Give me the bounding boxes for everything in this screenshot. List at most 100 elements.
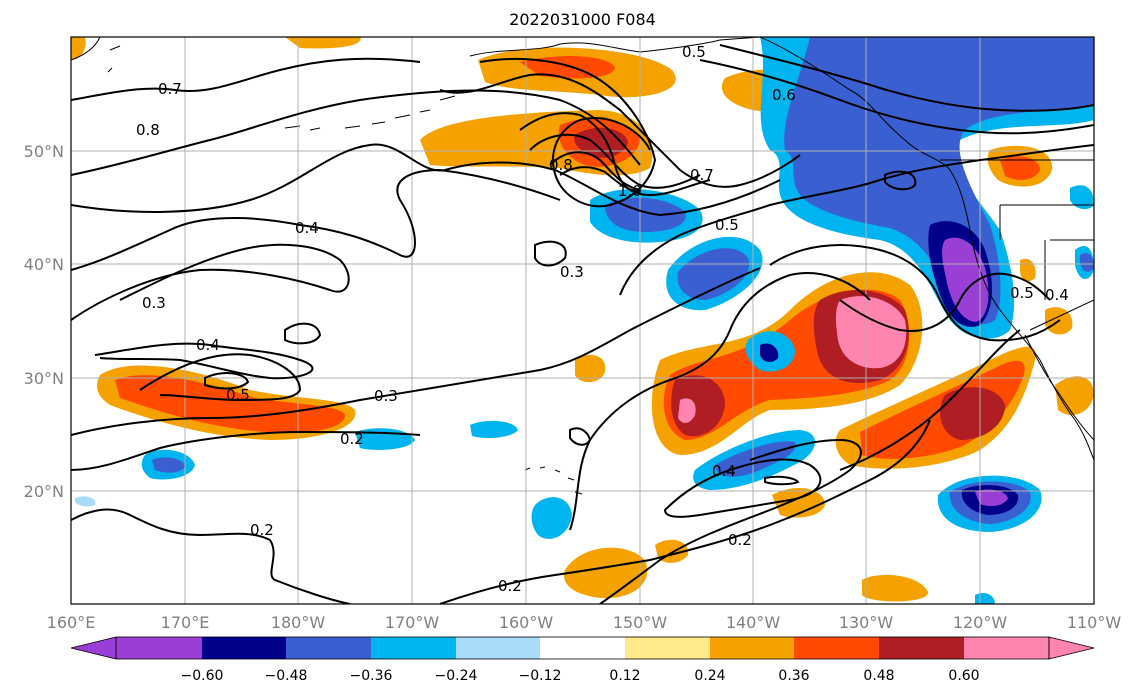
- lat-tick-label: 30°N: [24, 369, 64, 388]
- contour-line: [569, 427, 592, 446]
- contour-label: 0.2: [728, 531, 752, 549]
- colorbar-segment: [116, 637, 202, 659]
- contour-line: [71, 57, 421, 101]
- contour-line: [139, 353, 302, 402]
- contour-label: 1.0: [618, 182, 642, 200]
- anomaly-patch: [835, 296, 907, 369]
- lon-tick-label: 160°W: [499, 613, 554, 632]
- colorbar-label: 0.36: [778, 668, 809, 684]
- lon-tick-label: 130°W: [839, 613, 894, 632]
- contour-label: 0.4: [196, 336, 220, 354]
- contour-line: [534, 240, 567, 267]
- lon-tick-label: 160°E: [47, 613, 96, 632]
- contour-lines: [71, 44, 1094, 604]
- contour-line: [699, 59, 1094, 135]
- contour-label: 0.3: [374, 387, 398, 405]
- lat-tick-label: 20°N: [24, 482, 64, 501]
- lon-tick-label: 120°W: [953, 613, 1008, 632]
- anomaly-patch: [285, 37, 361, 49]
- map-panel: 0.5 0.6 0.7 0.8 0.8 1.0 0.7 0.5 0.4 0.3 …: [70, 36, 1095, 605]
- anomaly-patch: [677, 248, 750, 300]
- contour-line: [71, 508, 351, 604]
- contour-line: [719, 44, 1094, 112]
- contour-line: [549, 151, 641, 191]
- gridlines: [71, 37, 1094, 604]
- contour-line: [439, 419, 931, 604]
- contour-label: 0.2: [250, 521, 274, 539]
- contour-label: 0.2: [498, 577, 522, 595]
- anomaly-patch: [678, 398, 696, 423]
- contour-label: 0.5: [682, 43, 706, 61]
- contour-line: [529, 133, 701, 189]
- contour-line: [569, 271, 871, 531]
- lon-tick-label: 140°W: [726, 613, 781, 632]
- anomaly-patch: [152, 457, 185, 473]
- coastlines: [71, 37, 1094, 495]
- colorbar-segment-min: [70, 636, 117, 660]
- contour-line: [663, 458, 822, 518]
- contour-line: [71, 168, 561, 271]
- anomaly-patch: [71, 37, 86, 60]
- contour-line: [94, 342, 314, 380]
- colorbar-label: 0.60: [948, 668, 979, 684]
- anomaly-patch: [940, 387, 1005, 440]
- map-title: 2022031000 F084: [509, 10, 656, 29]
- contour-label: 0.4: [1045, 286, 1069, 304]
- coastline-baja: [1024, 334, 1094, 441]
- contour-label-group: 0.5 0.6 0.7 0.8 0.8 1.0 0.7 0.5 0.4 0.3 …: [136, 43, 1069, 595]
- lat-tick-label: 40°N: [24, 255, 64, 274]
- contour-label: 0.5: [226, 386, 250, 404]
- lon-tick-labels: 160°E 170°E 180°W 170°W 160°W 150°W 140°…: [47, 613, 1122, 632]
- contour-line: [71, 243, 350, 321]
- anomaly-patch: [1080, 253, 1094, 272]
- coastline-north-america: [759, 37, 1094, 461]
- anomaly-patch: [115, 375, 345, 433]
- contour-line: [839, 329, 1021, 471]
- anomaly-patch: [531, 497, 572, 539]
- anomaly-patch: [760, 343, 779, 362]
- lon-tick-label: 180°W: [271, 613, 326, 632]
- colorbar-label: −0.12: [519, 668, 562, 684]
- contour-line: [559, 166, 641, 193]
- lat-tick-label: 50°N: [24, 142, 64, 161]
- contour-line: [71, 267, 761, 436]
- contour-label: 0.4: [712, 462, 736, 480]
- lat-tick-labels: 50°N 40°N 30°N 20°N: [24, 142, 64, 501]
- coastline-kamchatka: [71, 37, 121, 73]
- contour-label: 0.5: [1010, 284, 1034, 302]
- contour-line: [769, 244, 1061, 342]
- colorbar-segment-max: [1048, 636, 1095, 660]
- contour-line: [479, 58, 657, 208]
- contour-line: [284, 322, 322, 345]
- lon-tick-label: 170°E: [161, 613, 210, 632]
- anomaly-patch: [1000, 156, 1040, 180]
- contour-line: [204, 372, 250, 390]
- colorbar-label: −0.60: [181, 668, 224, 684]
- contour-line: [619, 144, 1094, 296]
- coastline-hawaii: [524, 466, 583, 495]
- contour-label: 0.4: [295, 219, 319, 237]
- contour-label: 0.6: [772, 86, 796, 104]
- contour-label: 0.5: [715, 216, 739, 234]
- contour-label: 0.3: [142, 294, 166, 312]
- lon-tick-label: 150°W: [613, 613, 668, 632]
- border-us-mexico: [1029, 299, 1094, 331]
- contour-label: 0.7: [158, 80, 182, 98]
- colorbar-segment: [964, 637, 1049, 659]
- colorbar: −0.60 −0.48 −0.36 −0.24 −0.12 0.12 0.24 …: [70, 636, 1095, 684]
- colorbar-segment: [625, 637, 710, 659]
- border-states: [999, 204, 1094, 300]
- map-frame: [70, 36, 1095, 605]
- contour-line: [71, 89, 641, 176]
- coastline-alaska: [469, 37, 761, 57]
- anomaly-patch: [862, 574, 929, 602]
- anomaly-patch: [575, 354, 606, 383]
- colorbar-segment: [540, 637, 625, 659]
- anomaly-patch: [75, 496, 96, 507]
- contour-line: [839, 272, 1051, 332]
- colorbar-segment: [202, 637, 286, 659]
- colorbar-label: 0.48: [863, 668, 894, 684]
- colorbar-segment: [371, 637, 456, 659]
- contour-label: 0.3: [560, 263, 584, 281]
